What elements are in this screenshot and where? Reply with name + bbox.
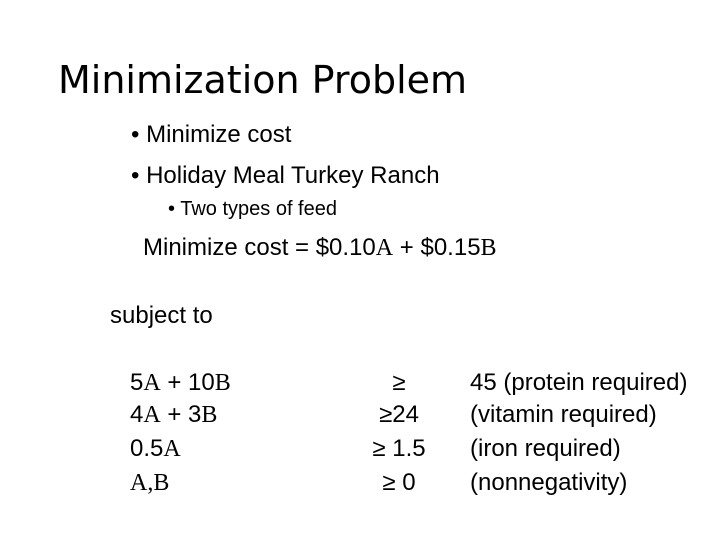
constraint-variable: A <box>143 402 161 428</box>
subject-to-label: subject to <box>110 302 213 329</box>
constraint-variable: B <box>201 402 218 428</box>
bullet-marker: • <box>168 198 176 220</box>
constraint-relation: ≥ 1.5 <box>372 435 426 462</box>
variable-b: B <box>480 235 497 261</box>
objective-middle: + $0.15 <box>393 234 481 261</box>
constraint-variable: A <box>143 370 161 396</box>
constraint-relation: ≥24 <box>379 401 419 428</box>
constraint-rhs: (iron required) <box>470 435 621 462</box>
bullet-text: Holiday Meal Turkey Ranch <box>146 162 440 189</box>
objective-function: Minimize cost = $0.10A + $0.15B <box>143 233 497 263</box>
bullet-text: Two types of feed <box>180 198 337 220</box>
constraint-lhs: A,B <box>130 468 169 498</box>
bullet-marker: • <box>131 121 140 148</box>
constraint-relation: ≥ 0 <box>382 469 416 496</box>
constraint-coefficient: 4 <box>130 401 144 428</box>
constraint-lhs: 0.5A <box>130 434 181 464</box>
variable-a: A <box>375 235 394 261</box>
constraint-variable: B <box>214 370 231 396</box>
bullet-turkey-ranch: • Holiday Meal Turkey Ranch <box>131 161 440 191</box>
constraint-coefficient: 0.5 <box>130 435 164 462</box>
constraint-lhs: 4A + 3B <box>130 400 217 430</box>
constraint-coefficient: + 3 <box>160 401 202 428</box>
slide-title: Minimization Problem <box>58 58 468 102</box>
bullet-text: Minimize cost <box>146 121 292 148</box>
constraint-rhs: 45 (protein required) <box>470 369 688 396</box>
constraint-variable: A,B <box>130 470 170 496</box>
constraint-rhs: (vitamin required) <box>470 401 657 428</box>
sub-bullet-feed-types: • Two types of feed <box>168 196 337 222</box>
constraint-variable: A <box>163 436 181 462</box>
constraint-coefficient: 5 <box>130 369 144 396</box>
bullet-marker: • <box>131 162 140 189</box>
constraint-lhs: 5A + 10B <box>130 368 231 398</box>
constraint-rhs: (nonnegativity) <box>470 469 628 496</box>
constraint-coefficient: + 10 <box>160 369 215 396</box>
constraint-relation: ≥ <box>392 369 406 396</box>
bullet-minimize-cost: • Minimize cost <box>131 120 291 150</box>
objective-prefix: Minimize cost = $0.10 <box>143 234 376 261</box>
